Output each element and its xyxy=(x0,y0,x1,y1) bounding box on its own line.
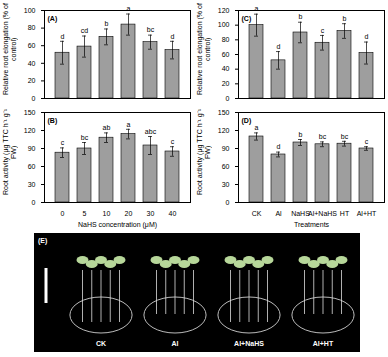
svg-text:CK: CK xyxy=(96,340,106,347)
svg-text:d: d xyxy=(277,43,281,50)
svg-text:150: 150 xyxy=(218,109,230,116)
svg-text:60: 60 xyxy=(28,163,36,170)
svg-text:b: b xyxy=(299,131,303,138)
svg-text:80: 80 xyxy=(28,24,36,31)
svg-text:d: d xyxy=(171,33,175,40)
svg-text:d: d xyxy=(61,33,65,40)
svg-text:0: 0 xyxy=(32,199,36,206)
svg-text:40: 40 xyxy=(28,60,36,67)
svg-text:Treatments: Treatments xyxy=(294,221,330,228)
svg-text:100: 100 xyxy=(218,21,230,28)
html-text:Relative root elongation (% of: Relative root elongation (% of control) xyxy=(196,3,211,95)
svg-text:d: d xyxy=(365,33,369,40)
svg-text:CK: CK xyxy=(252,210,262,217)
svg-text:d: d xyxy=(277,143,281,150)
svg-text:ab: ab xyxy=(103,124,111,131)
svg-text:120: 120 xyxy=(218,7,230,14)
svg-text:a: a xyxy=(127,121,131,128)
svg-text:30: 30 xyxy=(28,181,36,188)
svg-text:cd: cd xyxy=(81,27,89,34)
svg-text:150: 150 xyxy=(24,109,36,116)
svg-text:0: 0 xyxy=(226,199,230,206)
svg-text:Al+NaHS: Al+NaHS xyxy=(308,210,337,217)
svg-text:Al: Al xyxy=(275,210,282,217)
svg-text:120: 120 xyxy=(218,127,230,134)
svg-text:c: c xyxy=(61,139,65,146)
svg-text:20: 20 xyxy=(28,77,36,84)
svg-text:c: c xyxy=(171,138,175,145)
svg-text:0: 0 xyxy=(32,95,36,102)
svg-text:(E): (E) xyxy=(38,237,47,245)
svg-text:Al+HT: Al+HT xyxy=(313,340,334,347)
svg-text:bc: bc xyxy=(81,134,89,141)
svg-text:NaHS concentration (μM): NaHS concentration (μM) xyxy=(78,221,157,229)
svg-text:(B): (B) xyxy=(48,117,58,125)
svg-text:80: 80 xyxy=(222,36,230,43)
html-text:Root activity (μg TTC h⁻¹ g⁻¹: Root activity (μg TTC h⁻¹ g⁻¹ FW) xyxy=(196,109,211,195)
svg-text:(C): (C) xyxy=(242,15,252,23)
svg-text:120: 120 xyxy=(24,127,36,134)
html-text:Relative root elongation (% of: Relative root elongation (% of control) xyxy=(2,3,17,95)
svg-text:Al+NaHS: Al+NaHS xyxy=(234,340,264,347)
svg-text:a: a xyxy=(255,124,259,131)
svg-text:60: 60 xyxy=(222,163,230,170)
html-text:Root activity (μg TTC h⁻¹ g⁻¹: Root activity (μg TTC h⁻¹ g⁻¹ FW) xyxy=(2,109,17,195)
svg-text:60: 60 xyxy=(222,51,230,58)
svg-text:40: 40 xyxy=(222,65,230,72)
svg-text:c: c xyxy=(321,27,325,34)
svg-text:30: 30 xyxy=(147,210,155,217)
svg-text:c: c xyxy=(365,138,369,145)
svg-text:b: b xyxy=(105,20,109,27)
svg-text:NaHS: NaHS xyxy=(291,210,310,218)
svg-text:a: a xyxy=(127,5,131,12)
svg-text:30: 30 xyxy=(222,181,230,188)
svg-text:Al: Al xyxy=(172,340,179,347)
svg-text:bc: bc xyxy=(319,133,327,140)
svg-text:100: 100 xyxy=(24,7,36,14)
svg-text:bc: bc xyxy=(147,26,155,33)
svg-text:0: 0 xyxy=(61,210,65,217)
svg-text:Al+HT: Al+HT xyxy=(357,210,377,217)
svg-text:abc: abc xyxy=(145,128,157,135)
svg-text:10: 10 xyxy=(103,210,111,217)
svg-text:(A): (A) xyxy=(48,15,58,23)
svg-text:a: a xyxy=(255,5,259,12)
svg-text:60: 60 xyxy=(28,42,36,49)
svg-text:HT: HT xyxy=(340,210,350,217)
svg-text:90: 90 xyxy=(28,145,36,152)
svg-text:b: b xyxy=(343,15,347,22)
svg-text:20: 20 xyxy=(222,80,230,87)
svg-text:5: 5 xyxy=(83,210,87,217)
svg-text:90: 90 xyxy=(222,145,230,152)
svg-text:40: 40 xyxy=(169,210,177,217)
svg-text:(D): (D) xyxy=(242,117,252,125)
svg-text:b: b xyxy=(299,13,303,20)
svg-text:0: 0 xyxy=(226,95,230,102)
svg-text:20: 20 xyxy=(125,210,133,217)
svg-text:bc: bc xyxy=(341,133,349,140)
